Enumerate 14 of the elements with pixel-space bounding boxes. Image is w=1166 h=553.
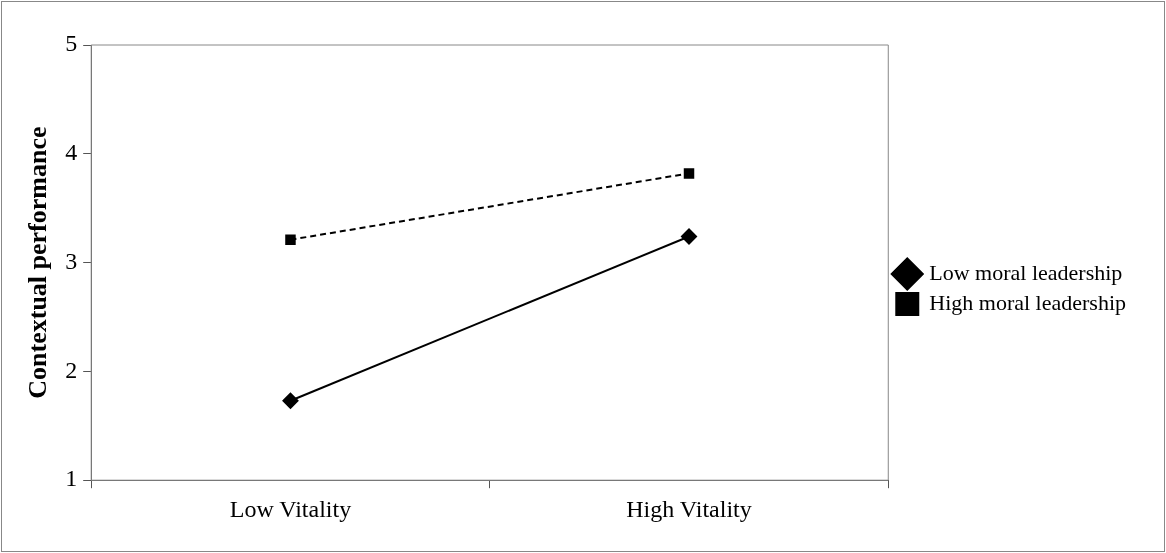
point <box>285 234 296 245</box>
y-tick-label: 2 <box>65 356 78 383</box>
y-tick-label: 1 <box>65 465 78 492</box>
point <box>681 228 698 245</box>
y-tick-label: 5 <box>65 30 78 57</box>
x-tick-label: High Vitality <box>626 495 752 522</box>
point <box>282 392 299 409</box>
legend-label: High moral leadership <box>929 289 1127 315</box>
y-tick-label: 4 <box>65 139 78 166</box>
point <box>683 168 695 179</box>
x-tick-label: Low Vitality <box>229 495 352 522</box>
legend-label: Low moral leadership <box>929 259 1123 285</box>
y-axis-title: Contextual performance <box>23 126 53 399</box>
y-tick-label: 3 <box>65 247 78 274</box>
